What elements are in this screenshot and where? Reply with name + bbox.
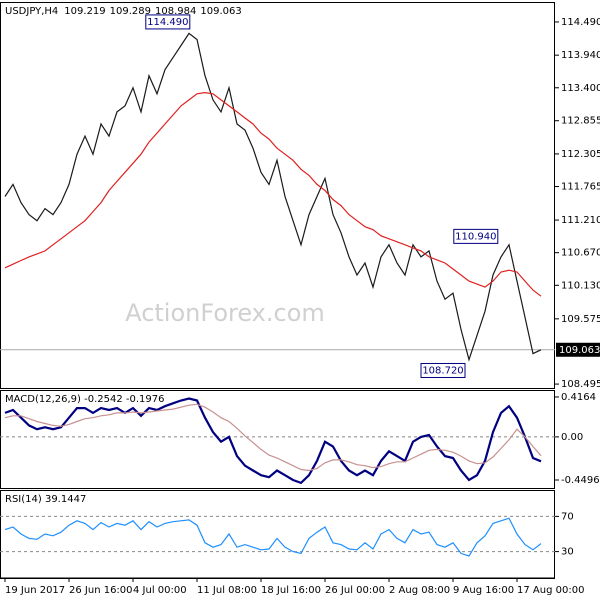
y-tick-label: 0.4164 (561, 392, 596, 403)
y-tick-label: 114.490 (561, 17, 600, 28)
series-line (4, 32, 542, 362)
x-tick-label: 26 Jun 16:00 (69, 585, 133, 596)
y-tick-label: 112.855 (561, 116, 600, 127)
y-tick-label: 111.210 (561, 215, 600, 226)
x-tick-label: 9 Aug 16:00 (453, 585, 514, 596)
x-tick-label: 4 Jul 00:00 (133, 585, 187, 596)
x-tick-label: 2 Aug 08:00 (389, 585, 450, 596)
annotation-label: 108.720 (422, 365, 463, 376)
panel-title: RSI(14) 39.1447 (5, 494, 86, 505)
series-line (4, 517, 542, 557)
series-line (4, 397, 542, 485)
y-tick-label: 110.670 (561, 248, 600, 259)
last-price-label: 109.063 (559, 345, 600, 356)
x-tick-label: 11 Jul 08:00 (197, 585, 257, 596)
panel-title: MACD(12,26,9) -0.2542 -0.1976 (5, 394, 165, 405)
y-tick-label: 0.00 (561, 432, 583, 443)
panel (0, 390, 555, 489)
y-tick-label: 112.305 (561, 149, 600, 160)
y-tick-label: 110.130 (561, 280, 600, 291)
annotation-label: 110.940 (455, 231, 496, 242)
ohlc-value: 109.219 (64, 6, 105, 17)
ohlc-value: 109.289 (110, 6, 151, 17)
panel-title: USDJPY,H4 (5, 6, 58, 17)
x-tick-label: 17 Aug 00:00 (517, 585, 584, 596)
y-tick-label: 30 (561, 547, 574, 558)
y-tick-label: 113.400 (561, 83, 600, 94)
annotation-label: 114.490 (147, 17, 188, 28)
series-line (4, 91, 542, 297)
watermark: ActionForex.com (125, 299, 325, 327)
y-tick-label: 70 (561, 511, 574, 522)
annotation-box (453, 228, 499, 244)
x-tick-label: 26 Jul 00:00 (325, 585, 385, 596)
y-tick-label: 109.575 (561, 314, 600, 325)
x-tick-label: 18 Jul 16:00 (261, 585, 321, 596)
panel (0, 2, 555, 389)
annotation-box (420, 362, 466, 378)
y-tick-label: -0.4496 (561, 475, 600, 486)
y-tick-label: 108.495 (561, 379, 600, 390)
series-line (4, 403, 542, 472)
x-tick-label: 19 Jun 2017 (5, 585, 65, 596)
annotation-box (145, 14, 191, 30)
panel (0, 490, 555, 579)
ohlc-value: 109.063 (200, 6, 241, 17)
ohlc-value: 108.984 (155, 6, 196, 17)
y-tick-label: 113.940 (561, 50, 600, 61)
y-tick-label: 111.765 (561, 182, 600, 193)
last-price-box (556, 342, 600, 357)
